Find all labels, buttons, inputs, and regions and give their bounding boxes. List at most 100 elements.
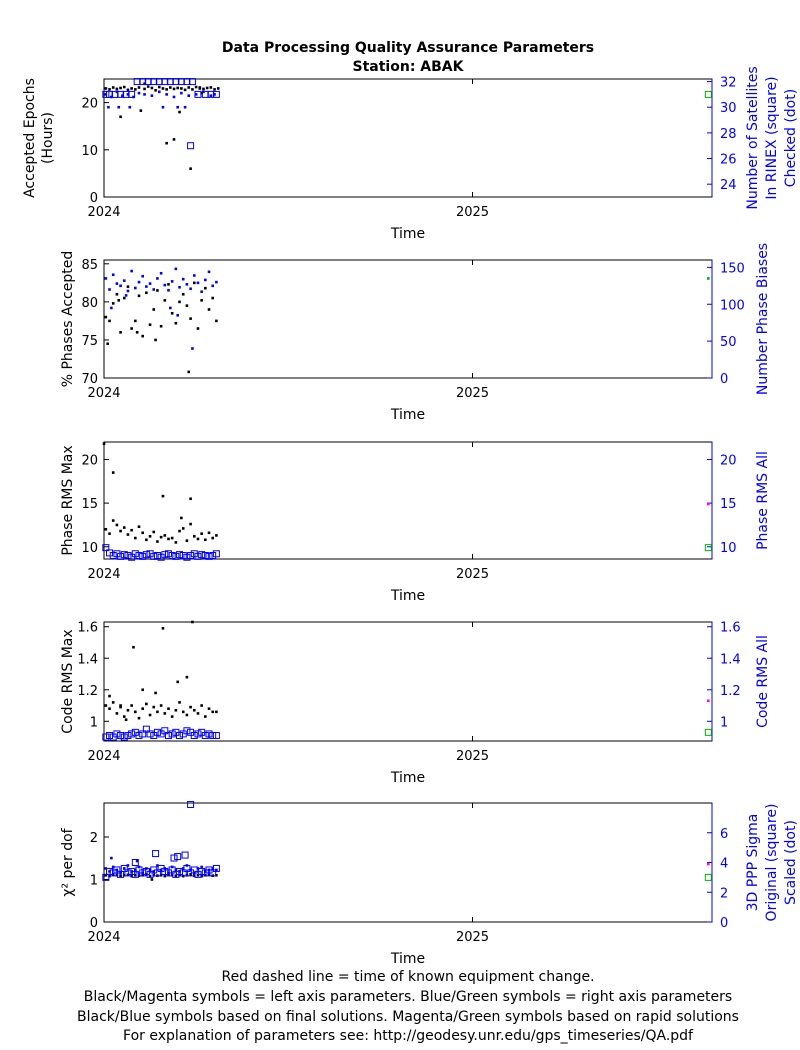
data-point-left-dot xyxy=(130,87,133,90)
data-point-right-square xyxy=(131,859,139,866)
y-left-tick-label: 70 xyxy=(81,372,98,387)
y-right-tick-label: 15 xyxy=(720,497,737,512)
data-point-left-dot xyxy=(150,878,154,881)
data-point-right-square xyxy=(135,731,143,739)
x-axis-label: Time xyxy=(390,951,425,967)
data-point-left-dot xyxy=(194,85,198,89)
data-point-right-square xyxy=(153,728,161,736)
y-left-axis-label-line: % Phases Accepted xyxy=(60,251,76,388)
data-point-left-dot xyxy=(134,319,137,323)
data-point-left-dot xyxy=(187,370,191,374)
data-point-right-square xyxy=(168,730,176,738)
data-point-right-dot xyxy=(159,868,163,872)
data-point-right-dot xyxy=(134,868,137,872)
data-point-left-dot xyxy=(204,286,207,290)
data-point-left-dot xyxy=(167,537,170,541)
data-point-right-square xyxy=(128,730,136,738)
y-right-tick-label: 10 xyxy=(720,541,737,556)
data-point-right-dot xyxy=(172,95,176,99)
plot-area-frame xyxy=(103,441,713,560)
x-axis-label: Time xyxy=(390,226,425,242)
data-point-left-dot xyxy=(115,873,119,877)
data-point-right-dot xyxy=(165,93,168,96)
data-point-right-dot xyxy=(145,285,148,288)
plot-area-frame xyxy=(103,621,713,742)
data-point-right-square xyxy=(176,731,184,739)
data-point-right-dot xyxy=(167,288,170,292)
data-point-right-square xyxy=(128,90,136,98)
data-point-right-square xyxy=(212,864,220,872)
data-point-left-dot xyxy=(174,321,178,325)
y-right-tick-label: 6 xyxy=(720,827,728,842)
data-point-left-dot xyxy=(141,688,144,692)
data-point-right-dot xyxy=(163,283,167,287)
data-point-right-square xyxy=(168,866,176,874)
x-tick-label: 2025 xyxy=(456,930,489,945)
data-point-right-dot xyxy=(152,288,156,291)
data-point-left-dot xyxy=(181,292,185,296)
data-point-left-dot xyxy=(146,85,150,88)
data-point-left-dot xyxy=(204,715,207,718)
panel-2: 2024 2025 Time 70 75 80 85 0 50 100 150 % Phases Ac… xyxy=(60,243,771,423)
data-point-right-square xyxy=(187,800,195,808)
data-point-left-dot xyxy=(167,707,170,710)
x-tick-label: 2025 xyxy=(456,749,489,764)
y-left-axis-label-line: χ² per dof xyxy=(60,827,76,896)
data-point-left-dot xyxy=(145,702,148,706)
data-point-left-dot xyxy=(104,315,108,319)
data-point-right-square xyxy=(176,867,184,875)
data-point-left-dot xyxy=(108,319,111,323)
data-point-right-dot xyxy=(126,93,130,96)
y-left-tick-label: 1 xyxy=(90,874,98,889)
data-point-left-dot xyxy=(176,86,179,90)
y-right-tick-label: 28 xyxy=(720,127,737,142)
data-point-right-dot xyxy=(200,865,203,869)
data-point-left-dot xyxy=(185,713,189,717)
data-point-left-dot xyxy=(134,710,137,714)
data-point-left-dot xyxy=(172,138,176,141)
data-point-left-dot xyxy=(189,167,192,170)
y-left-tick-label: 75 xyxy=(81,334,98,349)
data-point-left-dot xyxy=(178,110,181,114)
data-point-left-dot xyxy=(207,707,211,710)
data-point-right-dot xyxy=(180,91,183,95)
footer-line-2: Black/Magenta symbols = left axis parame… xyxy=(84,989,732,1005)
y-right-tick-label: 1 xyxy=(720,715,728,730)
data-point-right-square xyxy=(109,552,117,560)
data-point-left-dot xyxy=(163,299,167,302)
data-point-left-dot xyxy=(135,331,139,334)
y-left-tick-label: 1.2 xyxy=(77,684,98,699)
y-left-tick-label: 20 xyxy=(81,453,98,468)
data-point-left-dot xyxy=(157,85,161,89)
y-right-tick-label: 100 xyxy=(720,298,745,313)
data-point-right-square xyxy=(102,90,110,98)
data-point-left-dot xyxy=(141,873,144,877)
data-point-right-dot xyxy=(108,288,111,291)
data-point-right-dot xyxy=(196,281,200,285)
plot-area-frame xyxy=(103,259,713,379)
data-point-left-dot xyxy=(165,88,168,91)
data-point-left-dot xyxy=(213,88,216,91)
x-tick-label: 2024 xyxy=(87,930,120,945)
data-point-left-dot xyxy=(111,302,115,305)
data-point-right-dot xyxy=(174,868,178,872)
footer-line-3: Black/Blue symbols based on final soluti… xyxy=(77,1009,739,1025)
data-point-right-dot xyxy=(170,280,174,283)
data-point-right-square xyxy=(174,853,182,861)
data-point-right-dot xyxy=(178,870,181,873)
data-point-right-dot xyxy=(124,294,128,297)
data-point-right-square xyxy=(106,867,114,875)
data-point-left-dot xyxy=(174,541,178,544)
data-point-right-dot xyxy=(194,93,198,96)
data-point-right-square xyxy=(142,725,150,733)
data-point-left-dot xyxy=(207,873,211,877)
data-point-left-dot xyxy=(159,535,163,539)
data-point-right-dot xyxy=(115,282,119,285)
data-point-left-dot xyxy=(122,715,126,718)
data-point-right-square xyxy=(704,544,712,552)
data-point-left-dot xyxy=(207,308,211,311)
y-right-axis-label-line: 3D PPP Sigma xyxy=(745,814,761,912)
y-right-tick-label: 150 xyxy=(720,261,745,276)
